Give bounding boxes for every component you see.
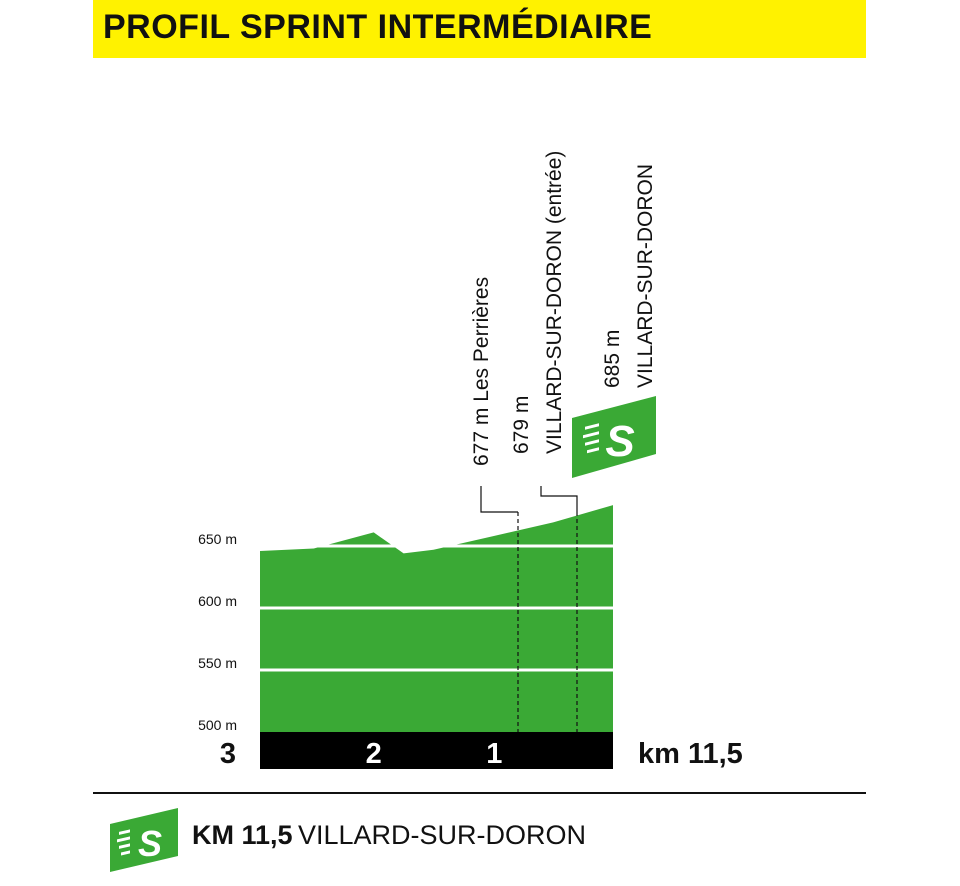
x-tick-label: 3 (220, 738, 236, 770)
point-label: 677 m Les Perrières (470, 277, 493, 466)
footer-km: KM 11,5 (192, 820, 293, 850)
sprint-badge-icon: S (572, 396, 656, 478)
point-name-label: VILLARD-SUR-DORON (634, 164, 657, 388)
svg-text:S: S (605, 417, 634, 466)
point-altitude-label: 685 m (601, 330, 624, 388)
profile-area (260, 505, 613, 732)
footer-divider (93, 792, 866, 794)
point-altitude-label: 679 m (510, 396, 533, 454)
x-tick-label: 2 (366, 738, 382, 770)
footer-place: VILLARD-SUR-DORON (298, 820, 587, 850)
point-name-label: VILLARD-SUR-DORON (entrée) (543, 151, 566, 454)
svg-text:S: S (138, 823, 162, 864)
grid-lines (260, 544, 613, 672)
x-ticks: 3 2 1 km 11,5 (220, 738, 743, 770)
sprint-icon: S (110, 808, 178, 872)
x-tick-label: 1 (486, 738, 502, 770)
point-leader (540, 486, 578, 512)
finish-km-label: km 11,5 (638, 738, 743, 770)
y-tick-label: 550 m (198, 655, 237, 671)
page-title: PROFIL SPRINT INTERMÉDIAIRE (103, 8, 653, 46)
y-ticks: 500 m 550 m 600 m 650 m (198, 531, 237, 733)
distance-bar (260, 732, 613, 769)
y-tick-label: 500 m (198, 717, 237, 733)
title-bar: PROFIL SPRINT INTERMÉDIAIRE (93, 0, 866, 58)
y-tick-label: 600 m (198, 593, 237, 609)
profile-area-group (260, 505, 613, 732)
point-markers: 677 m Les Perrières 679 m VILLARD-SUR-DORO… (470, 151, 657, 732)
y-tick-label: 650 m (198, 531, 237, 547)
point-leader (480, 486, 518, 513)
